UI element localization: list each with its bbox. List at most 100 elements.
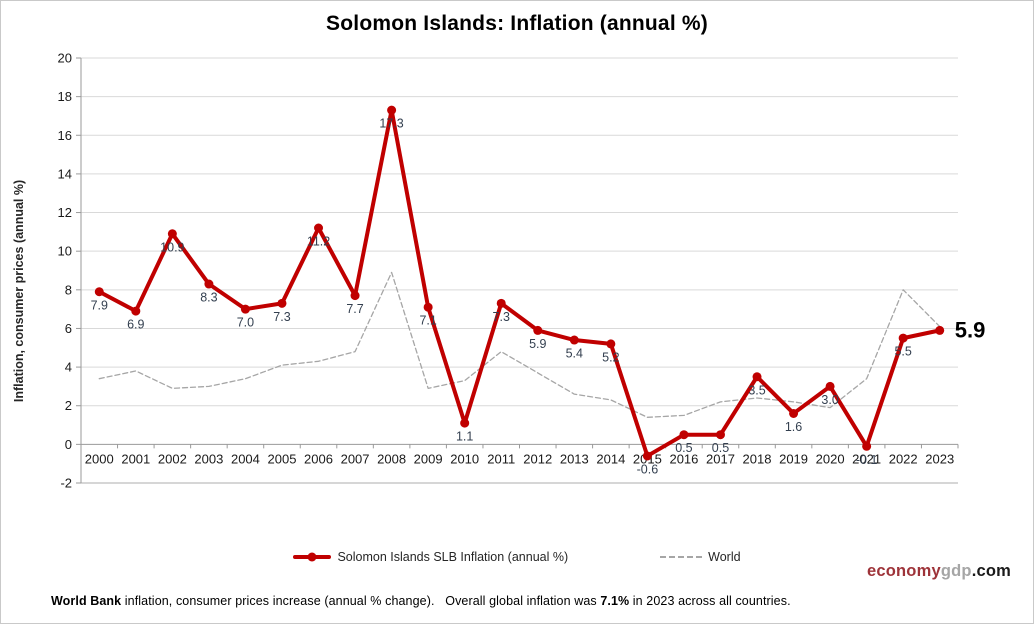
x-tick-label: 2008	[377, 451, 406, 466]
data-label: 17.3	[379, 117, 403, 131]
x-tick-label: 2010	[450, 451, 479, 466]
data-label: 7.3	[493, 310, 510, 324]
y-tick-label: 10	[58, 244, 72, 259]
y-tick-label: 4	[65, 360, 72, 375]
data-point-marker	[752, 372, 762, 382]
data-point-marker	[642, 451, 652, 461]
brand-logo-economy: economy	[867, 562, 941, 580]
data-label: 5.5	[894, 345, 911, 359]
brand-logo-gdp: gdp	[940, 562, 972, 580]
x-tick-label: 2014	[596, 451, 625, 466]
x-tick-label: 2013	[560, 451, 589, 466]
data-point-marker	[935, 325, 945, 335]
slb-series-line	[97, 108, 942, 458]
x-tick-label: 2002	[158, 451, 187, 466]
data-point-marker	[423, 302, 433, 312]
y-tick-label: 2	[65, 398, 72, 413]
data-label: 5.4	[566, 347, 583, 361]
data-point-marker	[387, 105, 397, 115]
data-point-marker	[679, 430, 689, 440]
legend-item-slb: Solomon Islands SLB Inflation (annual %)	[293, 550, 568, 564]
legend-label-world: World	[708, 550, 741, 564]
world-series-line	[98, 271, 941, 418]
x-tick-label: 2017	[706, 451, 735, 466]
data-label: 6.9	[127, 318, 144, 332]
x-tick-label: 2012	[523, 451, 552, 466]
data-point-marker	[277, 298, 287, 308]
chart-legend: Solomon Islands SLB Inflation (annual %)…	[1, 550, 1033, 564]
footnote-text-1: inflation, consumer prices increase (ann…	[121, 594, 601, 608]
data-label: 1.6	[785, 420, 802, 434]
data-point-marker	[94, 287, 104, 297]
data-label: 5.9	[529, 337, 546, 351]
x-tick-label: 2000	[85, 451, 114, 466]
y-tick-label: 0	[65, 437, 72, 452]
x-tick-label: 2001	[121, 451, 150, 466]
x-tick-label: 2003	[194, 451, 223, 466]
data-point-marker	[789, 408, 799, 418]
x-tick-label: 2011	[487, 451, 515, 466]
y-axis-title: Inflation, consumer prices (annual %)	[12, 180, 26, 402]
chart-title: Solomon Islands: Inflation (annual %)	[326, 12, 708, 35]
brand-logo-com: .com	[971, 562, 1011, 580]
y-tick-label: 20	[58, 51, 72, 66]
x-tick-label: 2006	[304, 451, 333, 466]
legend-label-slb: Solomon Islands SLB Inflation (annual %)	[337, 550, 569, 564]
data-label: 3.5	[748, 383, 765, 397]
data-point-marker	[350, 291, 360, 301]
chart-plot-svg: -2 0 2 4 6 8 10 12 14 16 18 20 2000 2001 2002 2003 2004 2…	[12, 51, 986, 491]
x-tick-label: 2007	[341, 451, 370, 466]
data-label: -0.1	[856, 453, 878, 467]
data-label: 5.2	[602, 350, 619, 364]
data-point-marker	[862, 441, 872, 451]
data-label: 8.3	[200, 291, 217, 305]
data-label: 7.9	[91, 298, 108, 312]
world-dashed-line-sample-icon	[660, 556, 703, 558]
data-label: 0.5	[675, 441, 692, 455]
brand-logo: economygdp.com	[867, 562, 1011, 581]
data-point-marker	[496, 298, 506, 308]
data-point-marker	[715, 430, 725, 440]
end-value-label: 5.9	[955, 317, 986, 342]
x-tick-label: 2004	[231, 451, 260, 466]
y-tick-label: 16	[58, 128, 72, 143]
data-point-marker	[314, 223, 324, 233]
data-label: -0.6	[637, 462, 659, 476]
data-label: 7.0	[237, 316, 254, 330]
data-label: 3.0	[821, 393, 838, 407]
x-tick-label: 2021	[852, 451, 881, 466]
legend-item-world: World	[660, 550, 741, 564]
data-point-marker	[460, 418, 470, 428]
y-tick-label: -2	[60, 476, 72, 491]
y-tick-label: 14	[58, 166, 72, 181]
data-point-marker	[825, 381, 835, 391]
y-tick-label: 8	[65, 282, 72, 297]
data-label: 7.7	[346, 302, 363, 316]
data-point-marker	[131, 306, 141, 316]
data-point-marker	[240, 304, 250, 314]
x-tick-label: 2005	[268, 451, 297, 466]
data-label: 7.1	[419, 314, 436, 328]
slb-line-sample-icon	[293, 552, 332, 562]
x-tick-label: 2019	[779, 451, 808, 466]
data-point-marker	[204, 279, 214, 289]
data-point-marker	[167, 229, 177, 239]
footnote: World Bank inflation, consumer prices in…	[51, 594, 791, 608]
footnote-global-value: 7.1%	[600, 594, 630, 608]
slb-marker-icon	[307, 552, 317, 562]
y-tick-label: 6	[65, 321, 72, 336]
data-label: 1.1	[456, 430, 473, 444]
x-tick-label: 2009	[414, 451, 443, 466]
data-point-marker	[533, 325, 543, 335]
data-point-marker	[569, 335, 579, 345]
data-point-marker	[606, 339, 616, 349]
x-tick-label: 2023	[925, 451, 954, 466]
data-label: 0.5	[712, 441, 729, 455]
y-tick-label: 12	[58, 205, 72, 220]
footnote-source: World Bank	[51, 594, 122, 608]
data-point-marker	[898, 333, 908, 343]
x-tick-label: 2016	[669, 451, 698, 466]
y-tick-label: 18	[58, 89, 72, 104]
footnote-text-2: in 2023 across all countries.	[629, 594, 791, 608]
